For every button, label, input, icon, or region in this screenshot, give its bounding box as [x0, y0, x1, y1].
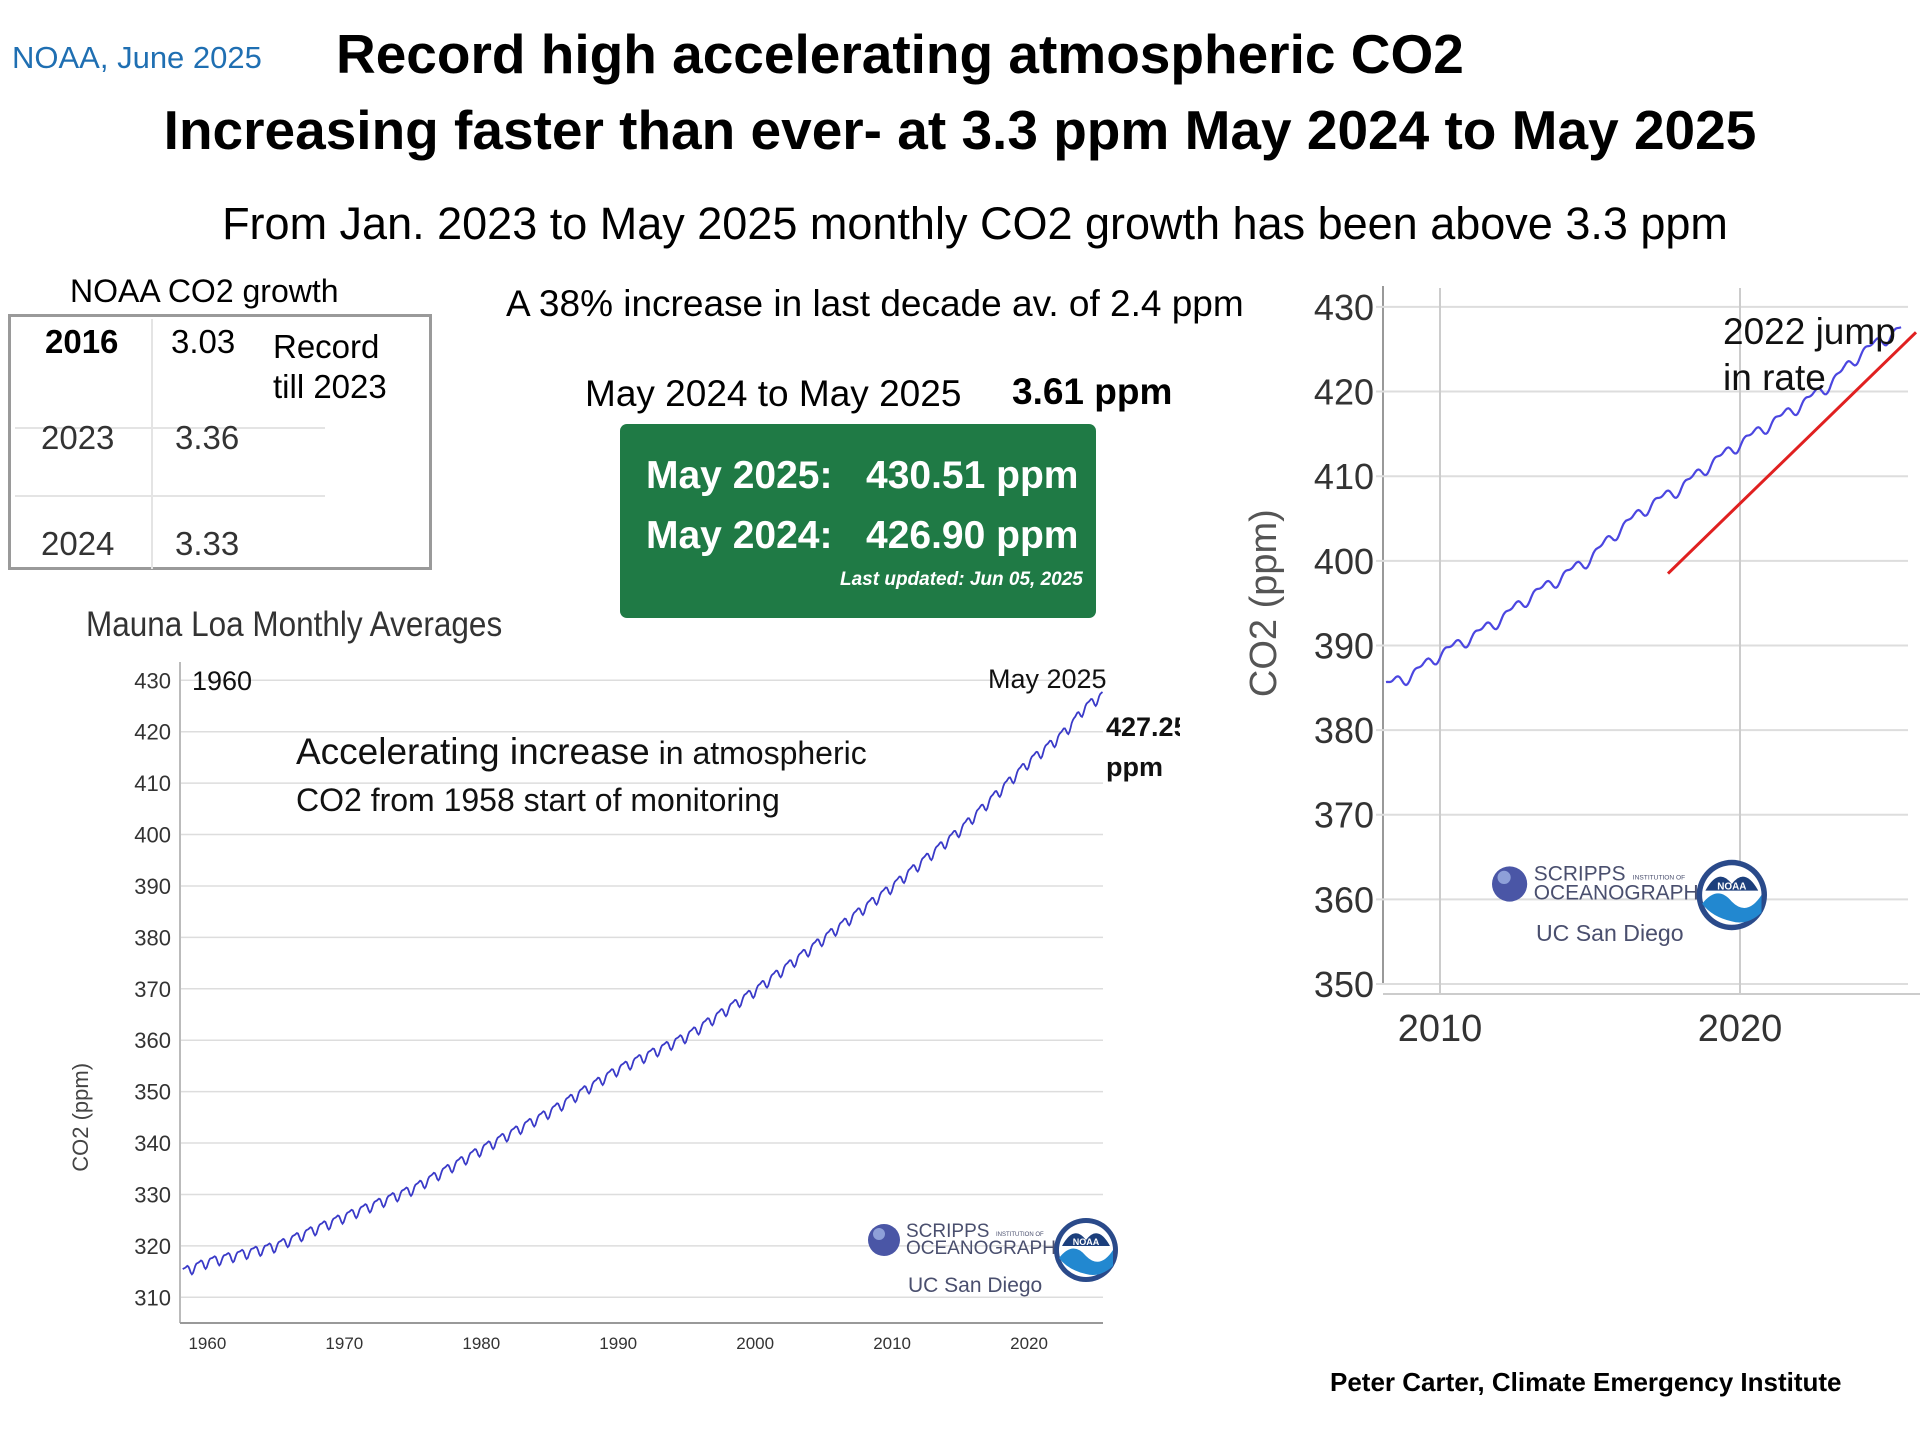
y-tick-label: 310 — [134, 1285, 171, 1310]
annotation-emphasis: Accelerating increase — [296, 731, 650, 772]
x-tick-label: 2010 — [1398, 1008, 1483, 1050]
y-tick-label: 380 — [134, 925, 171, 950]
growth-table: 2016 3.03 Record till 2023 2023 3.36 202… — [8, 314, 432, 570]
latest-value: 430.51 ppm — [866, 454, 1079, 497]
y-tick-label: 360 — [1314, 879, 1374, 920]
growth-year: 2023 — [41, 419, 115, 456]
growth-year: 2016 — [45, 323, 119, 360]
y-tick-label: 370 — [1314, 795, 1374, 836]
x-tick-label: 2020 — [1010, 1334, 1048, 1353]
y-tick-label: 430 — [1314, 287, 1374, 328]
growth-table-heading: NOAA CO2 growth — [70, 273, 339, 309]
y-tick-label: 340 — [134, 1131, 171, 1156]
y-tick-label: 400 — [134, 823, 171, 848]
latest-label: May 2025: — [646, 454, 833, 497]
co2-series-line — [182, 691, 1104, 1276]
scripps-globe-highlight — [1497, 870, 1511, 884]
table-divider — [151, 319, 153, 569]
y-tick-label: 420 — [1314, 372, 1374, 413]
y-tick-label: 410 — [1314, 456, 1374, 497]
growth-value: 3.33 — [175, 525, 240, 562]
y-tick-label: 350 — [1314, 964, 1374, 1005]
scripps-globe-icon — [1492, 866, 1528, 902]
scripps-globe-highlight — [873, 1228, 885, 1240]
start-year-label: 1960 — [192, 666, 252, 696]
growth-value: 3.03 — [171, 323, 236, 360]
y-tick-label: 410 — [134, 771, 171, 796]
y-tick-label: 390 — [134, 874, 171, 899]
annotation-note: 2022 jump — [1723, 311, 1896, 352]
growth-note: Record till 2023 — [273, 328, 387, 405]
x-tick-label: 2010 — [873, 1334, 911, 1353]
credit: Peter Carter, Climate Emergency Institut… — [1330, 1367, 1842, 1397]
page-title: Record high accelerating atmospheric CO2 — [336, 23, 1464, 85]
y-tick-label: 430 — [134, 668, 171, 693]
subtitle: From Jan. 2023 to May 2025 monthly CO2 g… — [222, 198, 1728, 249]
scripps-small-label: INSTITUTION OF — [1633, 875, 1685, 882]
main-chart-title: Mauna Loa Monthly Averages — [86, 605, 503, 644]
y-tick-label: 390 — [1314, 625, 1374, 666]
y-tick-label: 320 — [134, 1234, 171, 1259]
scripps-label: SCRIPPS — [1534, 863, 1626, 886]
table-divider — [15, 495, 325, 497]
x-tick-label: 1980 — [462, 1334, 500, 1353]
previous-label: May 2024: — [646, 514, 833, 557]
last-updated: Last updated: Jun 05, 2025 — [840, 569, 1083, 590]
co2-series-line — [1385, 326, 1902, 687]
x-tick-label: 1970 — [325, 1334, 363, 1353]
y-tick-label: 360 — [134, 1028, 171, 1053]
y-tick-label: 370 — [134, 977, 171, 1002]
annotation-note: Accelerating increase in atmospheric — [296, 731, 867, 772]
oceanography-label: OCEANOGRAPHY — [906, 1238, 1069, 1259]
y-tick-label: 380 — [1314, 710, 1374, 751]
main-co2-chart: 310 320 330 340 350 360 370 380 390 400 410 420 430 1… — [68, 662, 1180, 1353]
y-tick-label: 420 — [134, 720, 171, 745]
period-value: 3.61 ppm — [1012, 371, 1173, 412]
previous-value: 426.90 ppm — [866, 514, 1079, 557]
source-label: NOAA, June 2025 — [12, 40, 262, 75]
inset-co2-chart: 350 360 370 380 390 400 410 420 430 2010 2020 CO2 (… — [1243, 286, 1920, 1050]
ucsd-label: UC San Diego — [908, 1274, 1042, 1297]
growth-year: 2024 — [41, 525, 115, 562]
latest-co2-box: May 2025: 430.51 ppm May 2024: 426.90 pp… — [620, 424, 1096, 618]
decade-note: A 38% increase in last decade av. of 2.4… — [506, 283, 1244, 324]
main-chart-grid — [180, 679, 1103, 1299]
oceanography-label: OCEANOGRAPHY — [1534, 881, 1713, 904]
noaa-bird-icon — [1062, 1233, 1110, 1246]
annotation-rest: in atmospheric — [650, 735, 867, 771]
trend-line — [1666, 331, 1918, 575]
y-axis-label: CO2 (ppm) — [68, 1063, 93, 1172]
y-tick-label: 330 — [134, 1182, 171, 1207]
y-axis-label: CO2 (ppm) — [1243, 509, 1285, 697]
page-title-line2: Increasing faster than ever- at 3.3 ppm … — [163, 99, 1757, 161]
end-date-label: May 2025 — [988, 664, 1107, 694]
ucsd-label: UC San Diego — [1536, 920, 1684, 946]
annotation-note-line2: CO2 from 1958 start of monitoring — [296, 782, 780, 818]
x-tick-label: 2020 — [1698, 1008, 1783, 1050]
y-tick-label: 350 — [134, 1080, 171, 1105]
x-tick-label: 1960 — [188, 1334, 226, 1353]
scripps-small-label: INSTITUTION OF — [996, 1232, 1044, 1238]
table-divider — [15, 427, 325, 429]
noaa-label: NOAA — [1717, 882, 1746, 893]
x-tick-label: 1990 — [599, 1334, 637, 1353]
scripps-globe-icon — [868, 1224, 900, 1256]
noaa-label: NOAA — [1073, 1237, 1100, 1247]
annotation-note-line2: in rate — [1723, 357, 1826, 398]
scripps-label: SCRIPPS — [906, 1221, 989, 1242]
noaa-bird-icon — [1705, 876, 1759, 891]
noaa-wave-icon — [1059, 1248, 1113, 1275]
period-label: May 2024 to May 2025 — [585, 373, 962, 414]
growth-value: 3.36 — [175, 419, 240, 456]
y-tick-label: 400 — [1314, 541, 1374, 582]
end-value-unit: ppm — [1106, 752, 1163, 782]
end-value-label: 427.25 — [1106, 712, 1180, 742]
noaa-wave-icon — [1702, 893, 1762, 923]
x-tick-label: 2000 — [736, 1334, 774, 1353]
